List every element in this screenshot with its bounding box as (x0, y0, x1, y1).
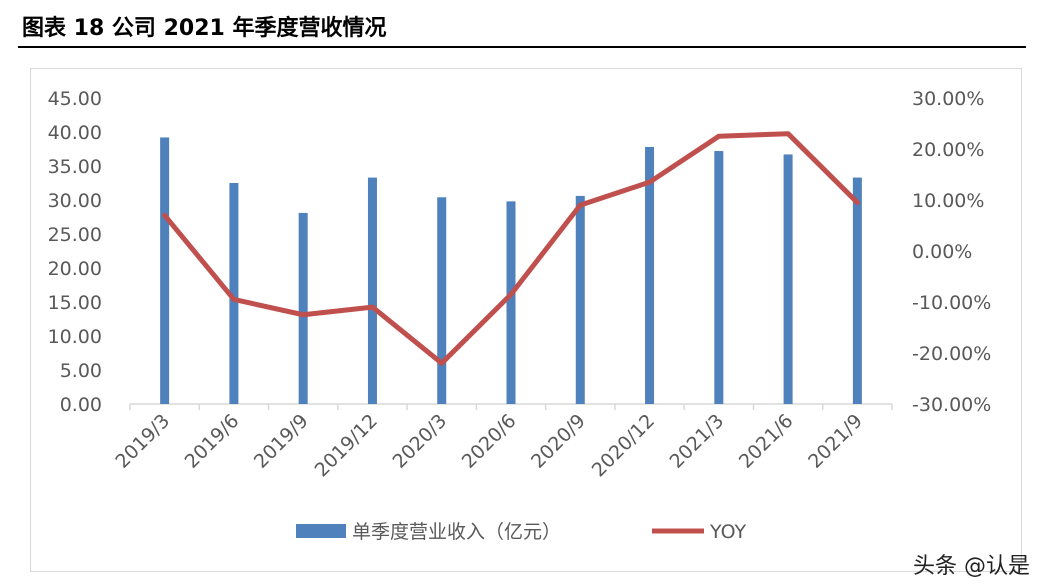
x-tick-label: 2020/9 (527, 410, 590, 473)
y-left-tick-label: 15.00 (48, 292, 102, 314)
y-left-tick-label: 5.00 (60, 360, 102, 382)
watermark: 头条 @认是 (913, 554, 1030, 579)
x-tick-label: 2021/9 (804, 410, 867, 473)
x-tick-label: 2020/12 (588, 410, 659, 481)
y-right-tick-label: 0.00% (912, 241, 972, 263)
x-tick-label: 2019/12 (311, 410, 382, 481)
y-left-tick-label: 40.00 (48, 122, 102, 144)
y-left-tick-label: 30.00 (48, 190, 102, 212)
bar (229, 183, 239, 404)
figure-title: 图表 18 公司 2021 年季度营收情况 (22, 16, 387, 41)
figure-header: 图表 18 公司 2021 年季度营收情况 (0, 0, 1044, 48)
bar (160, 137, 170, 404)
legend-label-bar: 单季度营业收入（亿元） (352, 521, 561, 543)
y-left-tick-label: 0.00 (60, 394, 102, 416)
x-tick-label: 2020/6 (458, 410, 521, 473)
x-tick-label: 2021/3 (666, 410, 729, 473)
bar (783, 154, 793, 404)
bar (506, 201, 516, 404)
bar (645, 146, 655, 404)
y-left-tick-label: 10.00 (48, 326, 102, 348)
y-left-tick-label: 45.00 (48, 88, 102, 110)
chart-frame (30, 68, 1022, 572)
y-right-tick-label: 30.00% (912, 88, 984, 110)
x-tick-label: 2019/3 (111, 410, 174, 473)
y-right-tick-label: 20.00% (912, 139, 984, 161)
legend-swatch-bar (296, 524, 346, 538)
x-tick-label: 2020/3 (388, 410, 451, 473)
x-tick-label: 2019/6 (181, 410, 244, 473)
bar (852, 177, 862, 404)
bar (714, 151, 724, 404)
y-right-tick-label: -20.00% (912, 343, 991, 365)
legend-label-line: YOY (709, 521, 746, 543)
y-left-tick-label: 35.00 (48, 156, 102, 178)
x-tick-label: 2021/6 (735, 410, 798, 473)
y-right-tick-label: 10.00% (912, 190, 984, 212)
bar (437, 197, 447, 404)
y-right-tick-label: -30.00% (912, 394, 991, 416)
y-left-tick-label: 25.00 (48, 224, 102, 246)
header-rule (18, 46, 1026, 48)
x-tick-label: 2019/9 (250, 410, 313, 473)
bar (298, 212, 308, 404)
bar (367, 177, 377, 404)
bar (575, 195, 585, 404)
y-right-tick-label: -10.00% (912, 292, 991, 314)
y-left-tick-label: 20.00 (48, 258, 102, 280)
